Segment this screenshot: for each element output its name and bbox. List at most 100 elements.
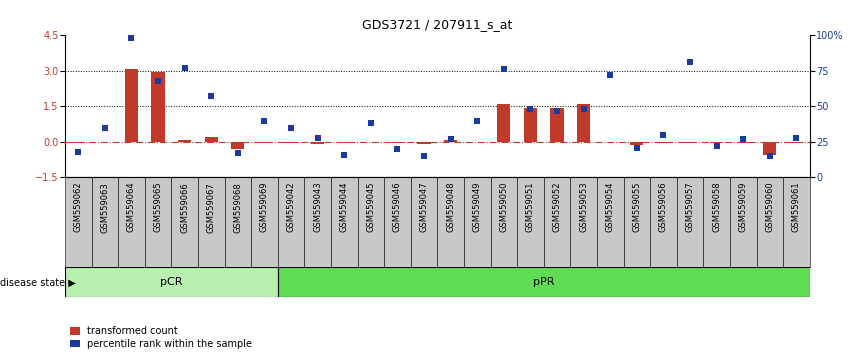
Text: GSM559057: GSM559057 [686, 182, 695, 233]
Text: GSM559069: GSM559069 [260, 182, 269, 233]
Point [550, 108, 564, 114]
Bar [125, 69, 138, 142]
Bar [391, 142, 404, 143]
Point [151, 78, 165, 84]
Point [98, 125, 112, 131]
Bar [790, 142, 803, 143]
Bar [385, 177, 410, 267]
Bar [278, 177, 304, 267]
Bar [251, 177, 278, 267]
Text: GSM559042: GSM559042 [287, 182, 295, 232]
Bar [171, 177, 198, 267]
Point [736, 136, 750, 142]
Bar [763, 142, 777, 155]
Text: GSM559056: GSM559056 [659, 182, 668, 233]
Bar [152, 72, 165, 142]
Point [125, 35, 139, 41]
Bar [597, 177, 624, 267]
Bar [571, 177, 597, 267]
Text: GSM559047: GSM559047 [419, 182, 429, 233]
Point [178, 65, 191, 71]
Text: GSM559058: GSM559058 [712, 182, 721, 233]
Text: GSM559043: GSM559043 [313, 182, 322, 233]
Point [71, 149, 85, 155]
Point [231, 150, 245, 156]
Bar [783, 177, 810, 267]
Point [311, 135, 325, 141]
Bar [703, 177, 730, 267]
Bar [437, 177, 464, 267]
Bar [65, 267, 278, 297]
Text: pCR: pCR [160, 278, 183, 287]
Point [763, 153, 777, 159]
Bar [737, 142, 750, 143]
Text: GSM559060: GSM559060 [766, 182, 774, 233]
Text: GSM559065: GSM559065 [153, 182, 163, 233]
Point [417, 153, 431, 159]
Bar [676, 177, 703, 267]
Bar [710, 142, 723, 143]
Bar [577, 104, 591, 142]
Bar [204, 137, 218, 142]
Bar [730, 177, 757, 267]
Text: GSM559045: GSM559045 [366, 182, 375, 232]
Bar [231, 142, 244, 149]
Bar [417, 142, 430, 144]
Text: pPR: pPR [533, 278, 554, 287]
Bar [198, 177, 224, 267]
Bar [497, 104, 510, 142]
Point [257, 118, 271, 124]
Text: GSM559046: GSM559046 [393, 182, 402, 233]
Text: GSM559055: GSM559055 [632, 182, 642, 232]
Point [656, 132, 670, 138]
Bar [284, 142, 298, 143]
Bar [304, 177, 331, 267]
Bar [517, 177, 544, 267]
Text: GSM559049: GSM559049 [473, 182, 481, 232]
Text: disease state ▶: disease state ▶ [0, 278, 75, 287]
Point [630, 145, 643, 150]
Bar [65, 177, 92, 267]
Bar [650, 177, 676, 267]
Text: GSM559054: GSM559054 [605, 182, 615, 232]
Point [284, 125, 298, 131]
Bar [145, 177, 171, 267]
Bar [630, 142, 643, 145]
Bar [656, 142, 670, 143]
Text: GSM559051: GSM559051 [526, 182, 535, 232]
Text: GSM559059: GSM559059 [739, 182, 747, 232]
Bar [178, 139, 191, 142]
Text: GSM559061: GSM559061 [792, 182, 801, 233]
Text: GSM559064: GSM559064 [127, 182, 136, 233]
Point [604, 72, 617, 78]
Text: GSM559048: GSM559048 [446, 182, 456, 233]
Title: GDS3721 / 207911_s_at: GDS3721 / 207911_s_at [362, 18, 513, 32]
Bar [258, 142, 271, 143]
Bar [544, 177, 571, 267]
Point [364, 121, 378, 126]
Text: GSM559053: GSM559053 [579, 182, 588, 233]
Point [497, 67, 511, 72]
Bar [92, 177, 118, 267]
Text: GSM559063: GSM559063 [100, 182, 109, 233]
Point [577, 107, 591, 112]
Text: GSM559067: GSM559067 [207, 182, 216, 233]
Bar [224, 177, 251, 267]
Bar [757, 177, 783, 267]
Bar [118, 177, 145, 267]
Bar [331, 177, 358, 267]
Point [683, 59, 697, 65]
Bar [410, 177, 437, 267]
Bar [524, 108, 537, 142]
Bar [72, 142, 85, 143]
Bar [551, 108, 564, 142]
Text: GSM559052: GSM559052 [553, 182, 561, 232]
Bar [464, 177, 490, 267]
Bar [444, 139, 457, 142]
Point [391, 146, 404, 152]
Bar [490, 177, 517, 267]
Bar [311, 142, 324, 144]
Legend: transformed count, percentile rank within the sample: transformed count, percentile rank withi… [70, 326, 252, 349]
Text: GSM559050: GSM559050 [500, 182, 508, 232]
Bar [338, 142, 351, 143]
